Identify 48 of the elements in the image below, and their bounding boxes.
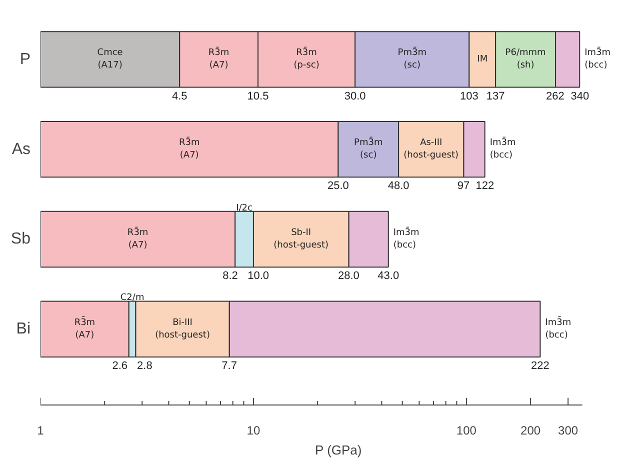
y-tick-label: Sb xyxy=(10,230,31,248)
series-label: Cmce (A17) xyxy=(97,48,124,71)
series-label: Bi-III (host-guest) xyxy=(155,318,210,340)
annotation: 222 xyxy=(531,360,550,372)
series-label: C2/m xyxy=(120,293,144,304)
annotation: 48.0 xyxy=(388,180,410,192)
x-tick-label: 100 xyxy=(456,424,477,438)
text: R3̄m (A7) xyxy=(178,138,200,161)
text: Im3̄m (bcc) xyxy=(393,228,420,250)
series-label: P6/mmm (sh) xyxy=(505,48,546,71)
series-label: Sb-II (host-guest) xyxy=(274,228,329,250)
text: R3̄m (A7) xyxy=(127,228,148,250)
text: Im3̄m (bcc) xyxy=(545,318,572,340)
annotation: 122 xyxy=(476,180,494,192)
annotation: 262 xyxy=(546,90,564,102)
annotation: 2.8 xyxy=(137,360,152,372)
x-tick-label: 10 xyxy=(246,424,260,438)
annotation: 97 xyxy=(457,180,470,192)
series-label: As-III (host-guest) xyxy=(404,138,459,161)
annotation: 43.0 xyxy=(378,270,400,282)
y-tick-label: As xyxy=(12,140,30,158)
y-tick-label: P xyxy=(20,50,30,68)
annotation: 4.5 xyxy=(172,90,188,102)
text: Im3̄m (bcc) xyxy=(490,138,516,161)
x-tick-label: 1 xyxy=(37,424,44,438)
annotation: 25.0 xyxy=(328,180,349,192)
annotation: 103 xyxy=(460,90,478,102)
annotation: 340 xyxy=(570,90,590,102)
x-tick-label: 300 xyxy=(558,424,578,438)
x-tick-label: 200 xyxy=(520,424,541,438)
series-label: I/2c xyxy=(236,203,253,214)
series-label: Im3̄m (bcc) xyxy=(584,46,611,71)
annotation: 10.0 xyxy=(248,270,270,282)
y-tick-label: Bi xyxy=(16,320,31,338)
series-label: R3̄m (p-sc) xyxy=(294,46,320,71)
x-axis-title: P (GPa) xyxy=(315,442,362,458)
text: R3̄m (A7) xyxy=(208,48,230,71)
annotation: 7.7 xyxy=(222,360,237,372)
annotation: 8.2 xyxy=(222,270,238,282)
annotation: 28.0 xyxy=(338,270,360,282)
annotation: 137 xyxy=(486,90,505,102)
series-label: R3̄m (A7) xyxy=(74,316,96,340)
series-label: IM xyxy=(477,54,488,64)
annotation: 30.0 xyxy=(344,90,366,102)
annotation: 2.6 xyxy=(112,360,128,372)
series-label: Pm3̄m (sc) xyxy=(354,136,383,161)
annotation: 10.5 xyxy=(247,90,269,102)
text: Pm3̄m (sc) xyxy=(398,48,426,71)
